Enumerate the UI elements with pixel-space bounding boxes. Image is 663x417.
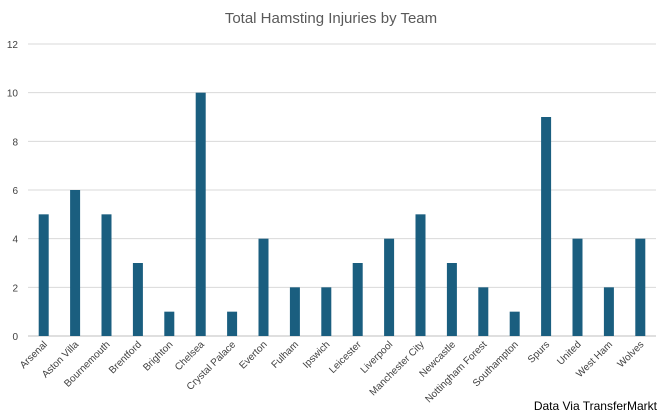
x-tick-label: Spurs — [526, 339, 552, 365]
x-tick-label: Manchester City — [368, 339, 427, 398]
bar — [164, 311, 175, 336]
gridlines — [28, 43, 656, 337]
bar — [70, 190, 81, 336]
x-tick-label: Brentford — [107, 339, 144, 376]
bar — [541, 117, 552, 336]
bar — [635, 238, 646, 336]
y-tick-label: 0 — [12, 332, 18, 343]
bar — [352, 263, 363, 336]
bar — [509, 311, 520, 336]
bar — [258, 238, 269, 336]
x-tick-label: Arsenal — [18, 339, 50, 371]
bar — [603, 287, 614, 336]
bar — [384, 238, 395, 336]
x-tick-label: Brighton — [141, 339, 175, 373]
x-tick-label: Fulham — [270, 339, 301, 370]
x-tick-label: Everton — [237, 339, 269, 371]
y-tick-label: 12 — [7, 40, 19, 51]
bar — [415, 214, 426, 336]
source-note: Data Via TransferMarkt — [533, 399, 657, 413]
y-tick-label: 10 — [7, 89, 19, 100]
bar — [227, 311, 238, 336]
x-tick-label: Leicester — [327, 339, 364, 376]
bar — [289, 287, 300, 336]
y-tick-label: 2 — [12, 283, 18, 294]
y-tick-label: 4 — [12, 235, 18, 246]
bar — [321, 287, 332, 336]
x-tick-label: Ipswich — [301, 339, 332, 370]
bar — [478, 287, 489, 336]
bar — [572, 238, 583, 336]
bar — [38, 214, 49, 336]
x-tick-label: Wolves — [616, 339, 647, 370]
chart-title: Total Hamsting Injuries by Team — [225, 10, 437, 27]
bars — [38, 92, 646, 337]
bar — [101, 214, 112, 336]
bar — [195, 92, 206, 337]
x-tick-label: United — [555, 339, 583, 367]
bar — [446, 263, 457, 336]
y-tick-label: 6 — [12, 186, 18, 197]
y-tick-label: 8 — [12, 137, 18, 148]
y-axis-ticks: 0 2 4 6 8 10 12 — [7, 40, 19, 343]
bar — [132, 263, 143, 336]
